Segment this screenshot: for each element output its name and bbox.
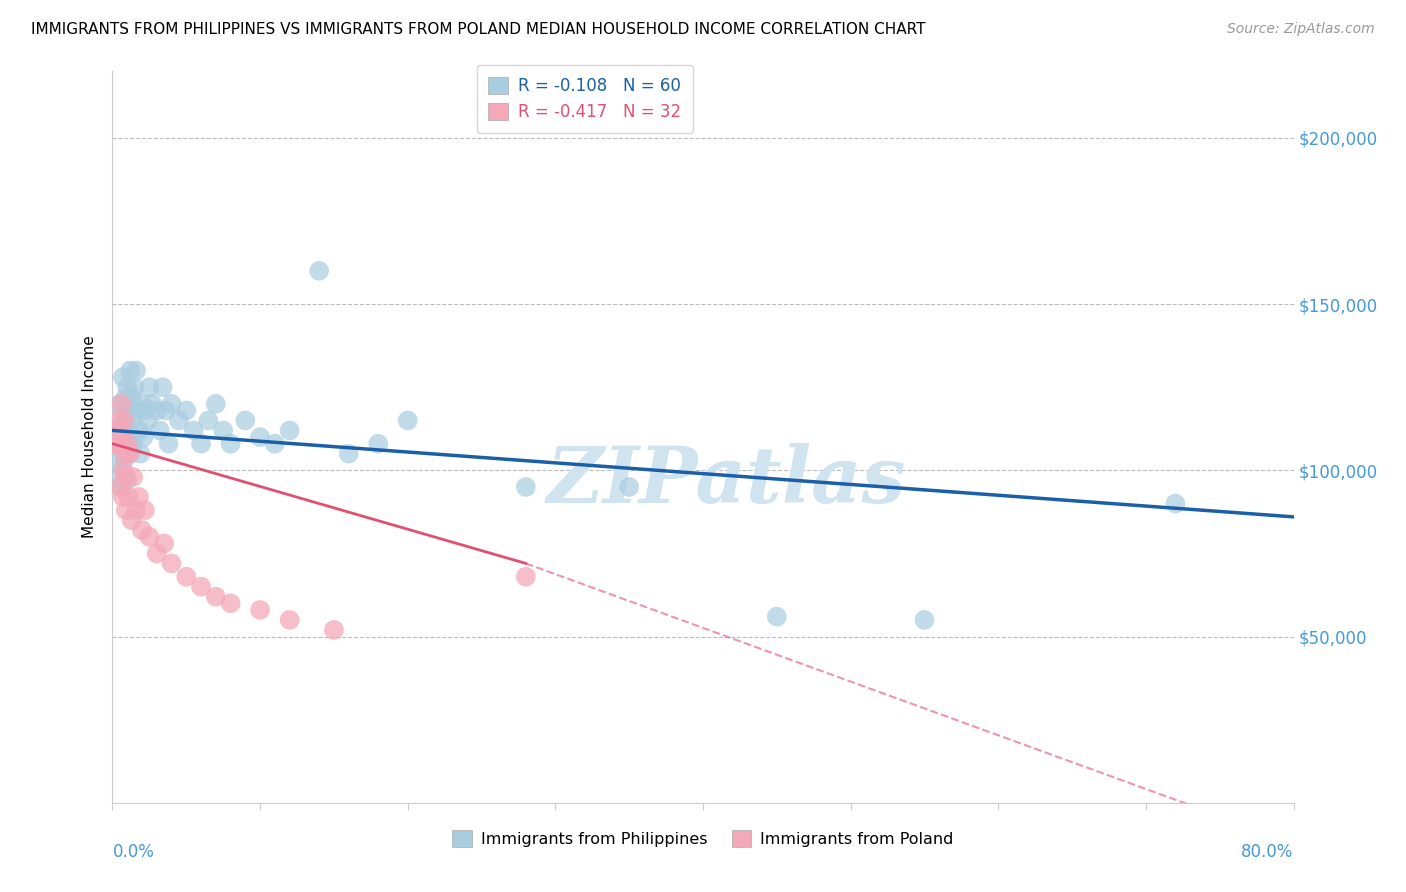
Point	[114, 390, 136, 404]
Point	[111, 490, 134, 504]
Point	[249, 430, 271, 444]
Point	[219, 436, 242, 450]
Point	[138, 530, 160, 544]
Text: ZIPatlas: ZIPatlas	[547, 442, 907, 519]
Point	[134, 503, 156, 517]
Point	[117, 380, 138, 394]
Point	[219, 596, 242, 610]
Point	[122, 470, 145, 484]
Point	[515, 480, 537, 494]
Point	[112, 413, 135, 427]
Point	[121, 413, 143, 427]
Point	[125, 363, 148, 377]
Point	[114, 470, 136, 484]
Point	[308, 264, 330, 278]
Point	[120, 436, 142, 450]
Text: Source: ZipAtlas.com: Source: ZipAtlas.com	[1227, 22, 1375, 37]
Point	[146, 546, 169, 560]
Point	[128, 424, 150, 438]
Point	[264, 436, 287, 450]
Point	[183, 424, 205, 438]
Point	[233, 413, 256, 427]
Point	[124, 380, 146, 394]
Point	[138, 380, 160, 394]
Point	[205, 590, 228, 604]
Point	[108, 440, 131, 454]
Point	[141, 397, 163, 411]
Point	[190, 580, 212, 594]
Point	[914, 613, 936, 627]
Point	[153, 536, 176, 550]
Point	[111, 403, 134, 417]
Point	[105, 424, 128, 438]
Point	[155, 403, 177, 417]
Point	[118, 447, 141, 461]
Point	[131, 397, 153, 411]
Point	[131, 523, 153, 537]
Point	[120, 447, 142, 461]
Point	[110, 480, 132, 494]
Point	[160, 397, 183, 411]
Point	[114, 436, 136, 450]
Point	[117, 424, 138, 438]
Point	[323, 623, 346, 637]
Point	[134, 403, 156, 417]
Point	[278, 613, 301, 627]
Point	[205, 397, 228, 411]
Point	[118, 403, 141, 417]
Point	[619, 480, 641, 494]
Point	[111, 370, 134, 384]
Point	[121, 390, 143, 404]
Point	[160, 557, 183, 571]
Point	[104, 447, 127, 461]
Point	[125, 503, 148, 517]
Point	[212, 424, 235, 438]
Text: IMMIGRANTS FROM PHILIPPINES VS IMMIGRANTS FROM POLAND MEDIAN HOUSEHOLD INCOME CO: IMMIGRANTS FROM PHILIPPINES VS IMMIGRANT…	[31, 22, 925, 37]
Point	[146, 403, 169, 417]
Point	[367, 436, 389, 450]
Point	[112, 447, 135, 461]
Point	[107, 413, 129, 427]
Point	[337, 447, 360, 461]
Point	[167, 413, 190, 427]
Point	[149, 424, 172, 438]
Point	[120, 363, 142, 377]
Point	[174, 403, 197, 417]
Point	[1164, 497, 1187, 511]
Point	[766, 609, 789, 624]
Point	[107, 470, 129, 484]
Point	[108, 480, 131, 494]
Text: 0.0%: 0.0%	[112, 843, 155, 861]
Point	[122, 436, 145, 450]
Point	[157, 436, 180, 450]
Point	[136, 413, 159, 427]
Point	[190, 436, 212, 450]
Point	[152, 380, 174, 394]
Point	[278, 424, 301, 438]
Point	[117, 436, 138, 450]
Point	[114, 503, 136, 517]
Point	[112, 453, 135, 467]
Text: 80.0%: 80.0%	[1241, 843, 1294, 861]
Point	[128, 490, 150, 504]
Point	[197, 413, 219, 427]
Point	[110, 397, 132, 411]
Point	[132, 430, 155, 444]
Point	[129, 447, 152, 461]
Point	[108, 397, 131, 411]
Point	[249, 603, 271, 617]
Point	[117, 473, 138, 487]
Point	[111, 463, 134, 477]
Point	[515, 570, 537, 584]
Legend: Immigrants from Philippines, Immigrants from Poland: Immigrants from Philippines, Immigrants …	[446, 824, 960, 854]
Y-axis label: Median Household Income: Median Household Income	[82, 335, 97, 539]
Point	[104, 430, 127, 444]
Point	[112, 413, 135, 427]
Point	[125, 403, 148, 417]
Point	[105, 436, 128, 450]
Point	[121, 513, 143, 527]
Point	[118, 490, 141, 504]
Point	[174, 570, 197, 584]
Point	[396, 413, 419, 427]
